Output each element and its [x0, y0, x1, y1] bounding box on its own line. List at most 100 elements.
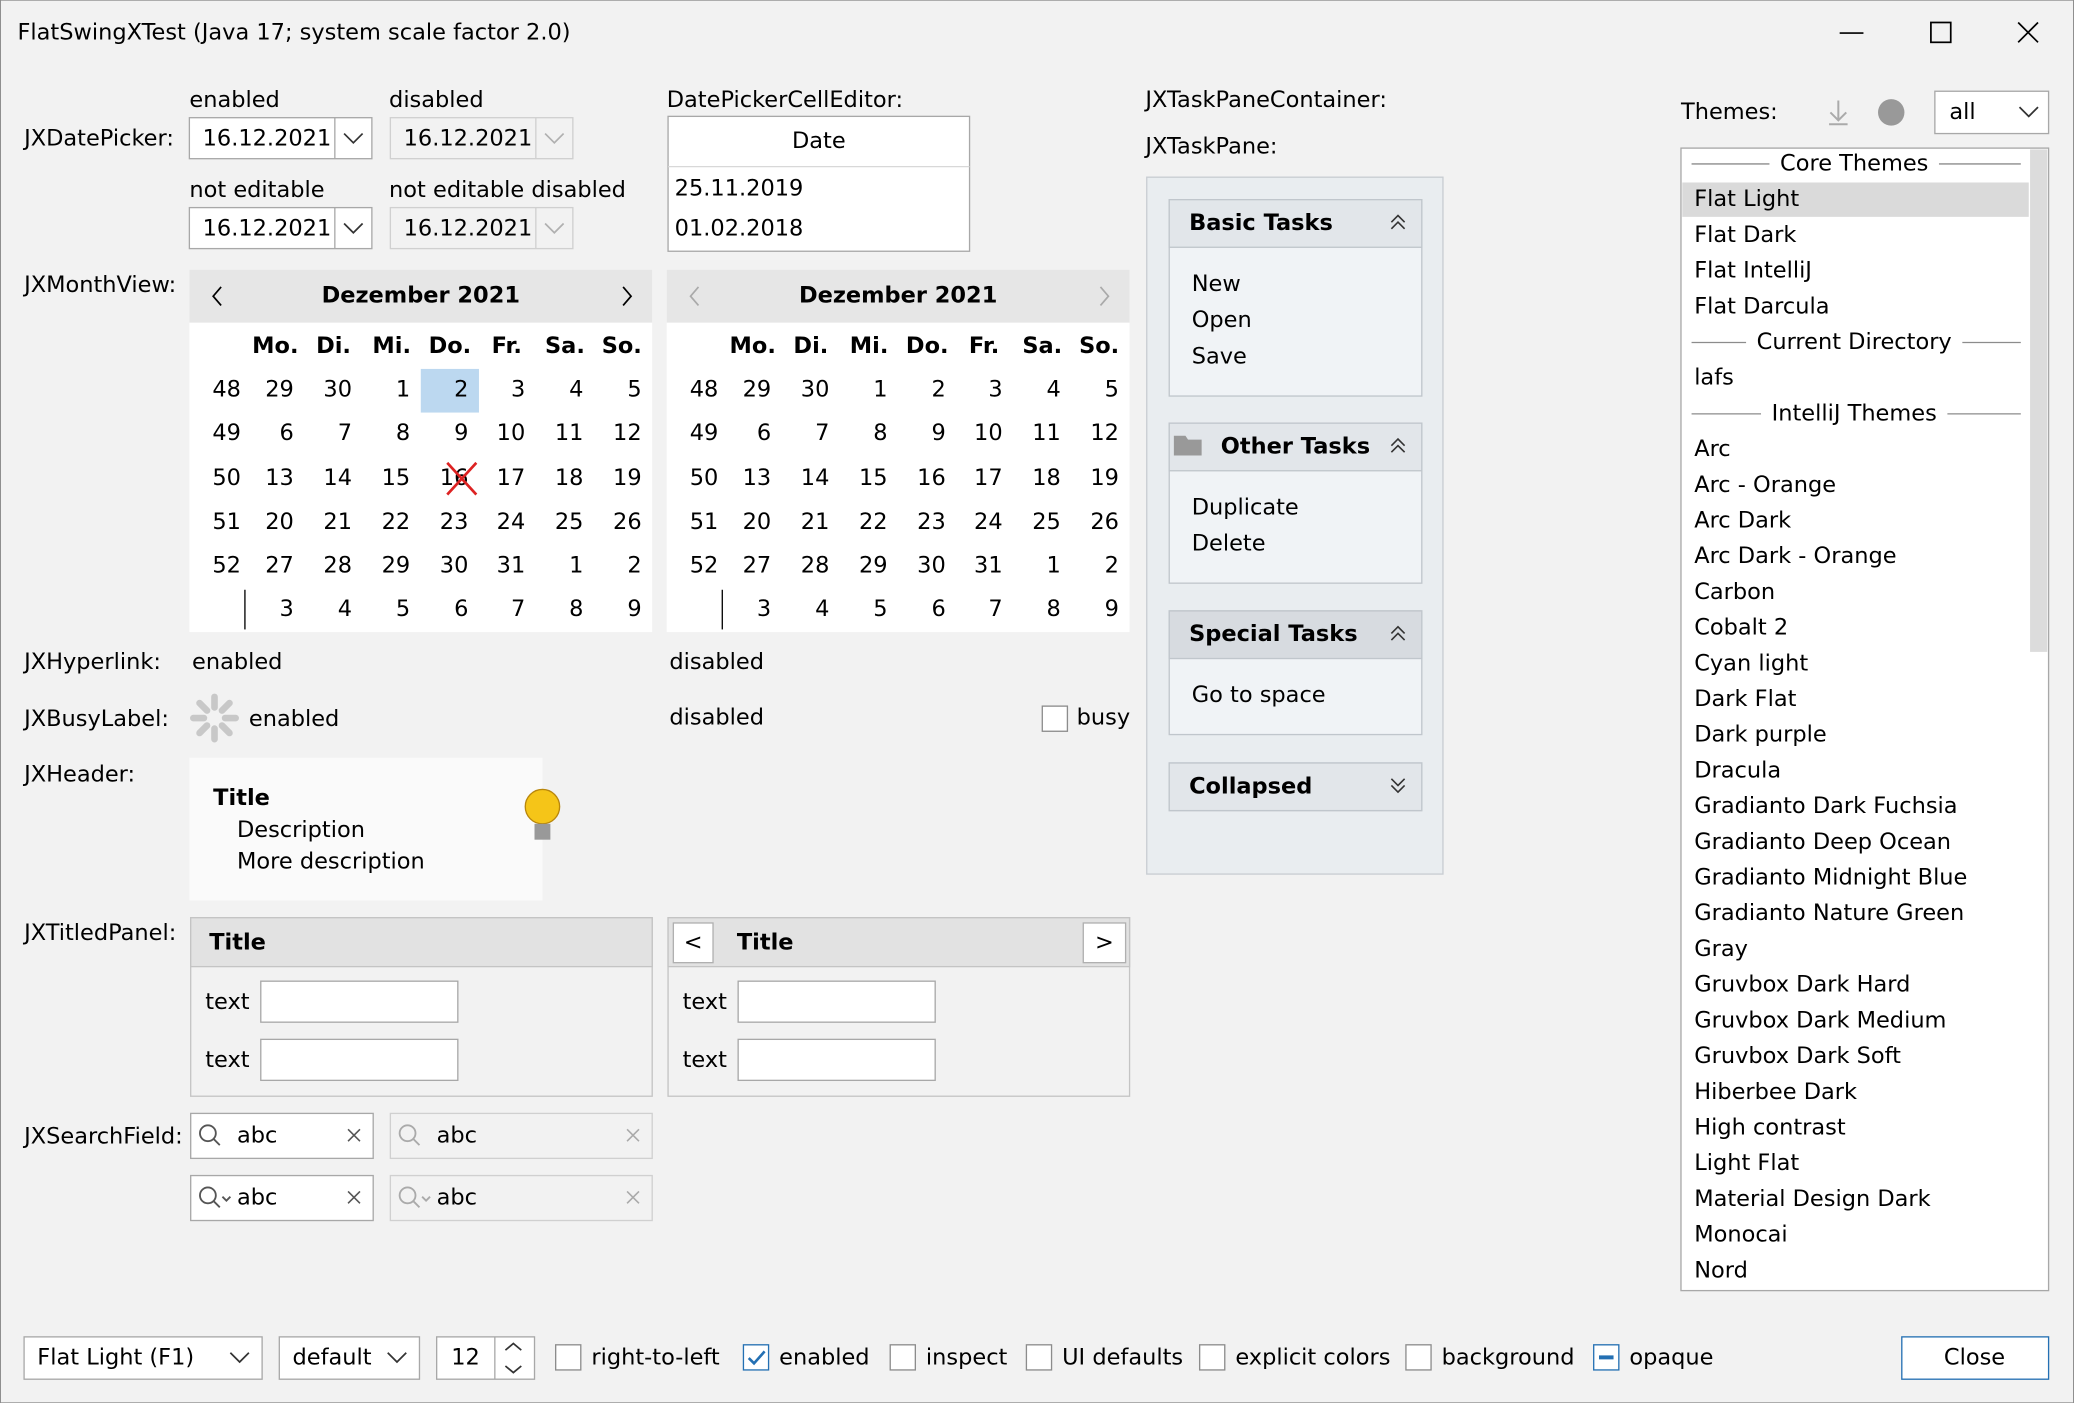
text-field[interactable]: [737, 980, 936, 1023]
date-field[interactable]: [188, 117, 373, 160]
spinner[interactable]: [435, 1336, 536, 1380]
checkbox[interactable]: [1025, 1344, 1053, 1371]
week-number: 49: [690, 420, 719, 446]
maximize[interactable]: [1930, 21, 1952, 44]
task-link: New: [1192, 271, 1241, 297]
week-number: 51: [212, 509, 241, 535]
day: 14: [801, 465, 830, 491]
table: [667, 115, 971, 252]
row-label: JXHeader:: [22, 761, 135, 787]
day: 5: [627, 377, 641, 403]
list-header: Current Directory: [1757, 329, 1952, 355]
nav-button[interactable]: [1082, 922, 1127, 964]
search-text: abc: [237, 1122, 277, 1148]
task-header[interactable]: [1168, 610, 1423, 660]
date-field[interactable]: [188, 206, 373, 250]
dropdown-arrow: [2018, 106, 2039, 118]
day: 7: [511, 596, 525, 622]
row-label: JXBusyLabel:: [22, 706, 169, 732]
theme-item: Cobalt 2: [1694, 615, 1788, 641]
label: 12: [451, 1345, 480, 1371]
filter-combo[interactable]: [1934, 90, 2050, 135]
row-label: JXSearchField:: [22, 1124, 183, 1150]
day: 30: [917, 552, 946, 578]
day: 4: [338, 596, 352, 622]
day: 24: [974, 509, 1003, 535]
clear-icon: [347, 1190, 361, 1204]
task-title: Other Tasks: [1221, 433, 1370, 459]
day: 1: [873, 377, 887, 403]
day: 17: [974, 465, 1003, 491]
combo[interactable]: [278, 1336, 421, 1380]
theme-item: Carbon: [1694, 579, 1775, 605]
week-number: 48: [212, 377, 241, 403]
search-icon: [199, 1186, 217, 1205]
theme-item: Flat Darcula: [1694, 293, 1829, 319]
checkbox-label: right-to-left: [591, 1345, 720, 1371]
month-title: Dezember 2021: [799, 283, 997, 309]
checkbox[interactable]: [555, 1344, 582, 1371]
week-number: 52: [212, 552, 241, 578]
close-window[interactable]: [2017, 21, 2039, 43]
weekday: So.: [602, 333, 642, 359]
day: 16: [917, 465, 946, 491]
theme-item: High contrast: [1694, 1114, 1846, 1140]
nav-button[interactable]: [672, 922, 714, 964]
task-header[interactable]: [1168, 422, 1423, 472]
label: disabled: [389, 87, 484, 113]
day: 25: [555, 509, 584, 535]
chevron: [1390, 437, 1406, 453]
weekday: Mi.: [372, 333, 411, 359]
task-link: Go to space: [1192, 682, 1326, 708]
checkbox[interactable]: [1198, 1344, 1226, 1371]
spinner-arrows: [504, 1342, 522, 1374]
theme-item: Monocai: [1694, 1222, 1788, 1248]
checkbox[interactable]: [1405, 1344, 1432, 1371]
month-view: [189, 269, 653, 633]
checkbox-label: inspect: [926, 1345, 1008, 1371]
text-field[interactable]: [260, 1038, 459, 1082]
day: 28: [801, 552, 830, 578]
checkbox-label: opaque: [1629, 1345, 1713, 1371]
theme-item: Arc Dark: [1694, 508, 1791, 534]
text-field[interactable]: [260, 980, 459, 1023]
day: 15: [859, 465, 888, 491]
task-header[interactable]: [1168, 762, 1423, 812]
day: 10: [497, 420, 526, 446]
day: 26: [1090, 509, 1119, 535]
weekday: Di.: [793, 333, 828, 359]
text-field[interactable]: [737, 1038, 936, 1082]
checkbox[interactable]: [889, 1344, 917, 1371]
download-icon: [1829, 100, 1848, 126]
day: 8: [1047, 596, 1061, 622]
label: not editable disabled: [389, 177, 626, 203]
day: 8: [569, 596, 583, 622]
weekday: Di.: [316, 333, 351, 359]
checkbox[interactable]: [1041, 705, 1069, 732]
clear-icon: [626, 1128, 640, 1142]
label: DatePickerCellEditor:: [667, 87, 903, 113]
task-header[interactable]: [1168, 199, 1423, 248]
header-title: Title: [213, 785, 270, 811]
combo[interactable]: [23, 1336, 263, 1380]
theme-item: Gruvbox Dark Hard: [1694, 972, 1910, 998]
day: 23: [440, 509, 469, 535]
date-value: 16.12.2021: [404, 215, 533, 241]
checkbox[interactable]: [742, 1344, 770, 1371]
bulb: [524, 788, 561, 825]
close-button[interactable]: [1901, 1336, 2050, 1380]
spinner-tick: [218, 722, 233, 737]
search-field[interactable]: [190, 1174, 374, 1222]
search-icon: [412, 1196, 431, 1208]
titled-header: [190, 917, 653, 968]
day: 30: [440, 552, 469, 578]
day: 6: [931, 596, 945, 622]
day: 9: [931, 420, 945, 446]
day: 12: [1090, 420, 1119, 446]
search-text: abc: [437, 1122, 477, 1148]
search-field[interactable]: [190, 1112, 374, 1160]
theme-item: Arc Dark - Orange: [1694, 543, 1896, 569]
label: text: [205, 989, 250, 1015]
row-label: JXMonthView:: [22, 272, 176, 298]
day: 11: [1032, 420, 1061, 446]
